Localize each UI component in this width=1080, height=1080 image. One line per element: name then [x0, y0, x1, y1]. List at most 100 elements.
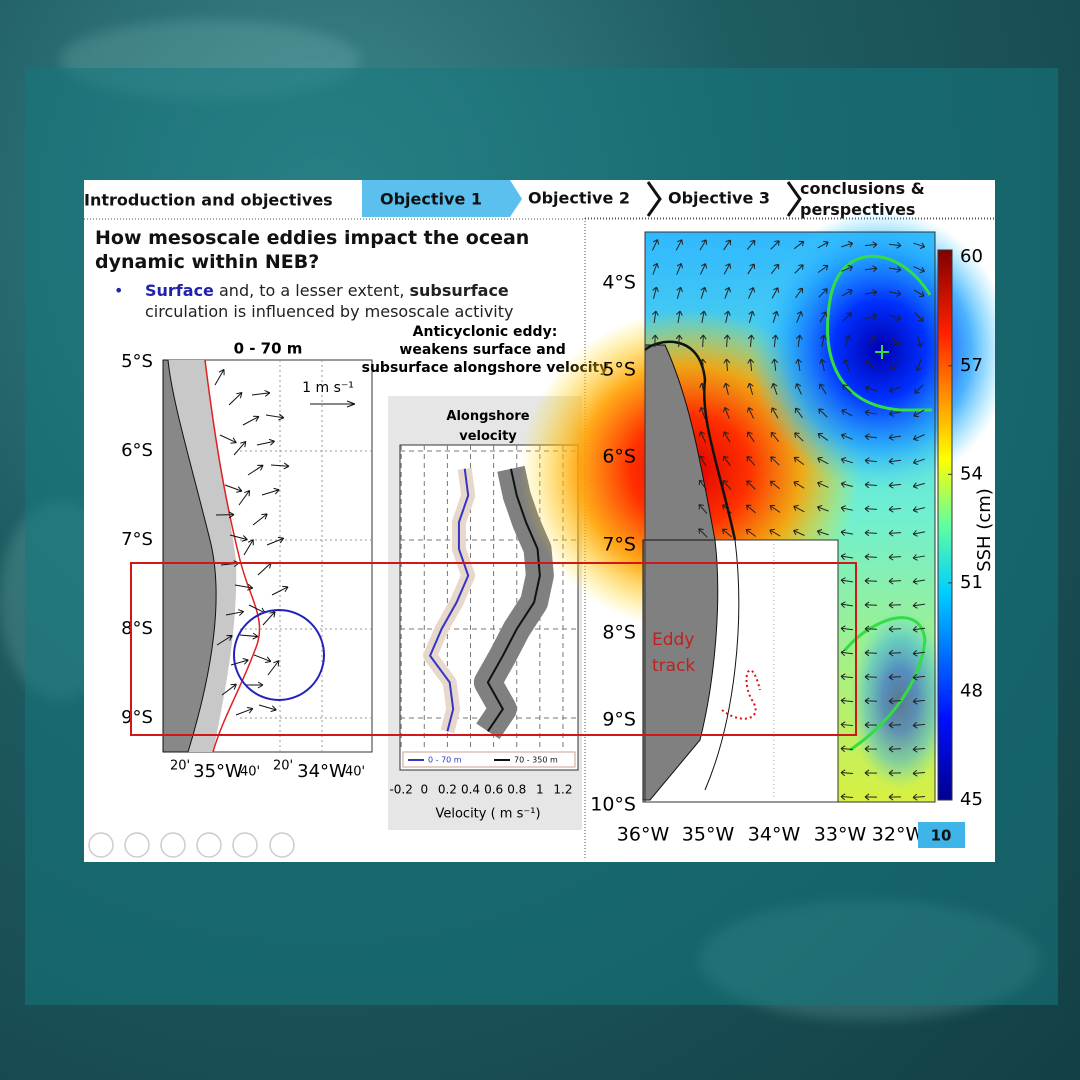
arrow [746, 431, 755, 443]
arrow-head [253, 415, 260, 422]
arrow [818, 288, 828, 298]
ssh-arrow [840, 673, 854, 681]
ssh-arrow [795, 358, 803, 372]
ssh-arrow [817, 240, 829, 249]
x-tick-label: 1 [536, 783, 544, 797]
lat-label: 8°S [602, 622, 636, 644]
arrow [844, 334, 851, 347]
arrow [699, 239, 708, 251]
velocity-arrow [256, 438, 275, 446]
arrow-shaft [266, 537, 284, 546]
ssh-arrow [722, 479, 732, 490]
ssh-arrow [890, 360, 900, 370]
ssh-arrow [817, 432, 829, 441]
arrow [724, 310, 731, 323]
lat-label: 9°S [121, 707, 153, 728]
ssh-arrow [913, 242, 926, 249]
arrow [840, 649, 854, 657]
ssh-arrow [912, 506, 925, 513]
ssh-arrow [864, 601, 878, 609]
arrow [841, 264, 853, 272]
arrow [700, 263, 708, 275]
lon-label: 32°W [872, 824, 925, 846]
arrow [888, 481, 902, 489]
slide-title: How mesoscale eddies impact the ocean dy… [95, 227, 530, 273]
arrow [796, 311, 804, 323]
velocity-arrow [221, 683, 237, 696]
ssh-arrow [866, 336, 876, 346]
arrow [840, 553, 853, 560]
ssh-arrow [888, 793, 902, 801]
arrow [840, 481, 853, 488]
bullet: • Surface and, to a lesser extent, subsu… [114, 280, 514, 322]
arrow [888, 769, 902, 777]
arrow [864, 457, 878, 465]
arrow [888, 505, 902, 513]
ssh-arrow [722, 406, 730, 419]
ssh-arrow [888, 410, 901, 417]
colorbar-label: 48 [960, 680, 983, 701]
ssh-arrow [793, 240, 805, 250]
arrow [770, 240, 780, 250]
ssh-arrow [864, 481, 878, 489]
arrow-shaft [253, 654, 271, 662]
ssh-arrow [864, 625, 878, 633]
ssh-arrow [771, 334, 779, 348]
ssh-arrow [770, 240, 780, 250]
arrow [840, 625, 854, 633]
arrow-shaft [252, 513, 268, 526]
ssh-arrow [842, 312, 852, 322]
velocity-arrow [216, 634, 233, 646]
lat-label: 9°S [602, 709, 636, 731]
arrow [795, 334, 803, 348]
ssh-arrow [888, 601, 902, 609]
ssh-arrow [651, 310, 659, 324]
arrow [817, 432, 829, 441]
nav-tab-line: conclusions & [800, 180, 925, 198]
arrow [793, 240, 805, 250]
arrow-shaft [270, 464, 289, 467]
ssh-arrow [747, 263, 756, 275]
nav-tab: Objective 1 [380, 190, 482, 209]
arrow [866, 336, 876, 346]
velocity-arrow [265, 413, 285, 421]
arrow [842, 384, 852, 394]
arrow-shaft [214, 369, 225, 386]
ssh-arrow [700, 286, 707, 299]
ssh-arrow [888, 553, 902, 561]
nav-tab: Objective 3 [668, 189, 770, 208]
arrow [769, 528, 781, 537]
arrow-head [238, 609, 245, 616]
ssh-arrow [864, 745, 878, 753]
label-line: Eddy [652, 630, 694, 650]
arrow [793, 504, 805, 513]
ssh-arrow [840, 769, 854, 777]
arrow [746, 480, 756, 490]
ssh-arrow [865, 360, 876, 370]
colorbar-label: 45 [960, 789, 983, 810]
arrow [817, 480, 829, 488]
ssh-arrow [769, 504, 781, 513]
arrow [722, 406, 730, 419]
ssh-arrow [888, 529, 902, 537]
ssh-arrow [841, 432, 853, 440]
arrow [820, 334, 827, 347]
arrow [722, 504, 732, 514]
velocity-arrow [245, 681, 264, 689]
ssh-arrow [748, 310, 755, 323]
arrow-shaft [234, 584, 253, 589]
arrow [817, 456, 829, 465]
map-title: 0 - 70 m [234, 340, 303, 358]
ssh-arrow [912, 625, 926, 633]
ssh-arrow [770, 263, 780, 275]
ssh-arrow [840, 601, 854, 609]
arrow [651, 334, 659, 348]
bullet-dot: • [114, 281, 124, 300]
lat-label: 7°S [121, 529, 153, 550]
arrow [747, 334, 755, 348]
arrow [888, 673, 902, 681]
lat-label: 6°S [121, 440, 153, 461]
ssh-arrow [841, 408, 853, 417]
velocity-arrow [251, 389, 271, 397]
nav-chevron [510, 180, 522, 217]
